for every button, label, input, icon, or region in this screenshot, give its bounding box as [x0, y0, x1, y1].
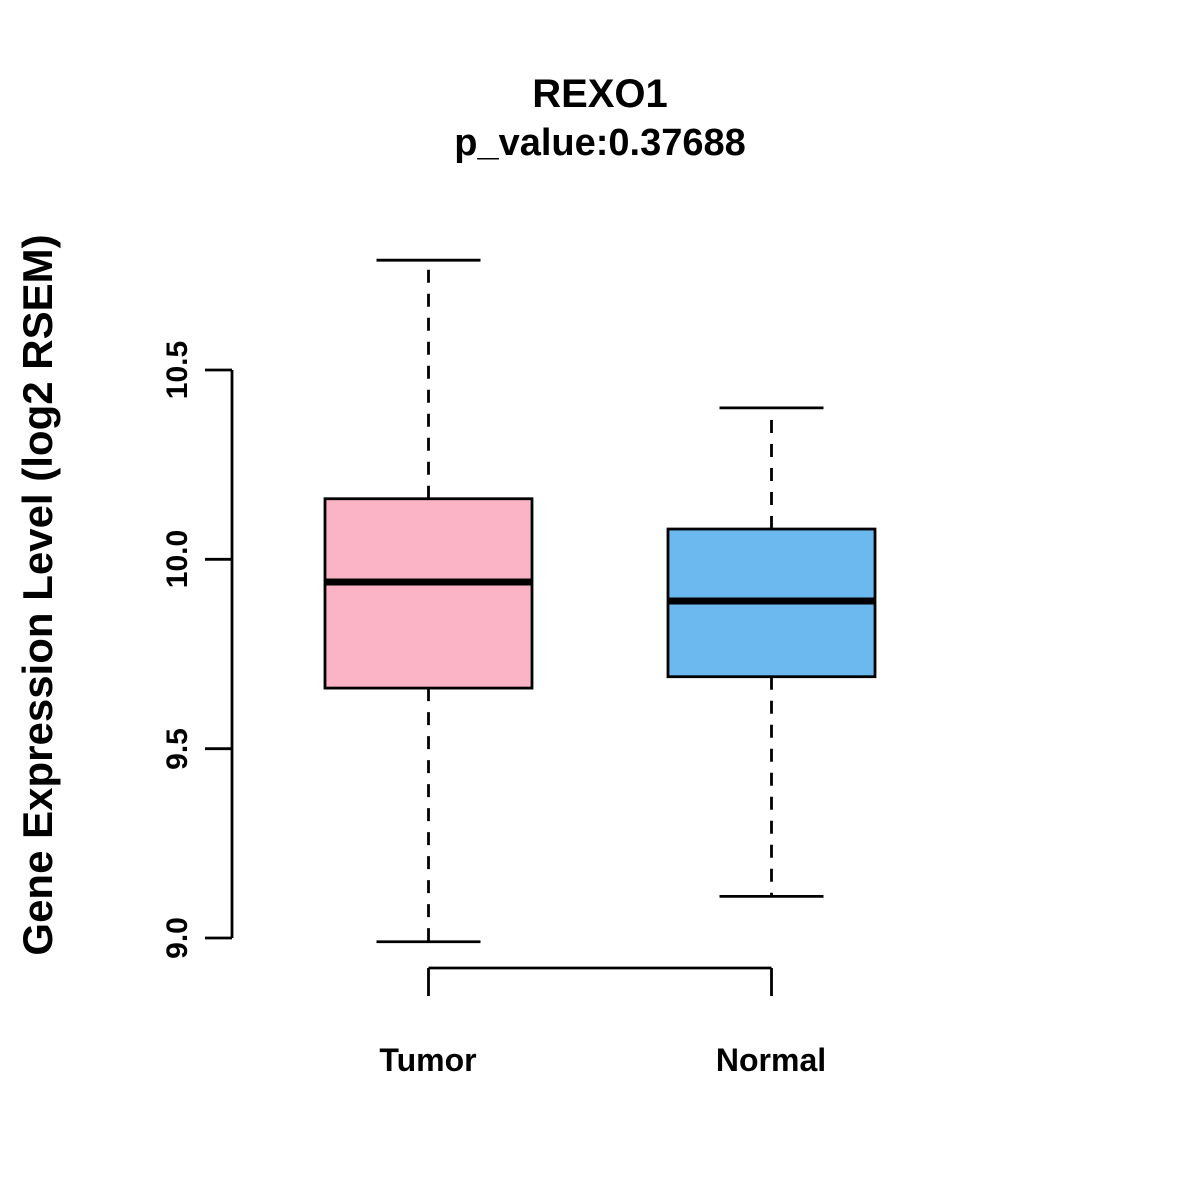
chart-title: REXO1	[532, 72, 668, 116]
y-tick-label-9-5: 9.5	[161, 728, 194, 770]
p-value-subtitle: p_value:0.37688	[454, 122, 746, 164]
y-tick-label-10-0: 10.0	[161, 529, 194, 589]
tumor-box	[323, 497, 534, 690]
y-tick-label-9-0: 9.0	[161, 917, 194, 959]
category-label-tumor: Tumor	[379, 1042, 477, 1078]
y-tick-label-10-5: 10.5	[161, 340, 194, 400]
y-axis-label: Gene Expression Level (log2 RSEM)	[14, 234, 61, 956]
category-label-normal: Normal	[715, 1042, 827, 1078]
